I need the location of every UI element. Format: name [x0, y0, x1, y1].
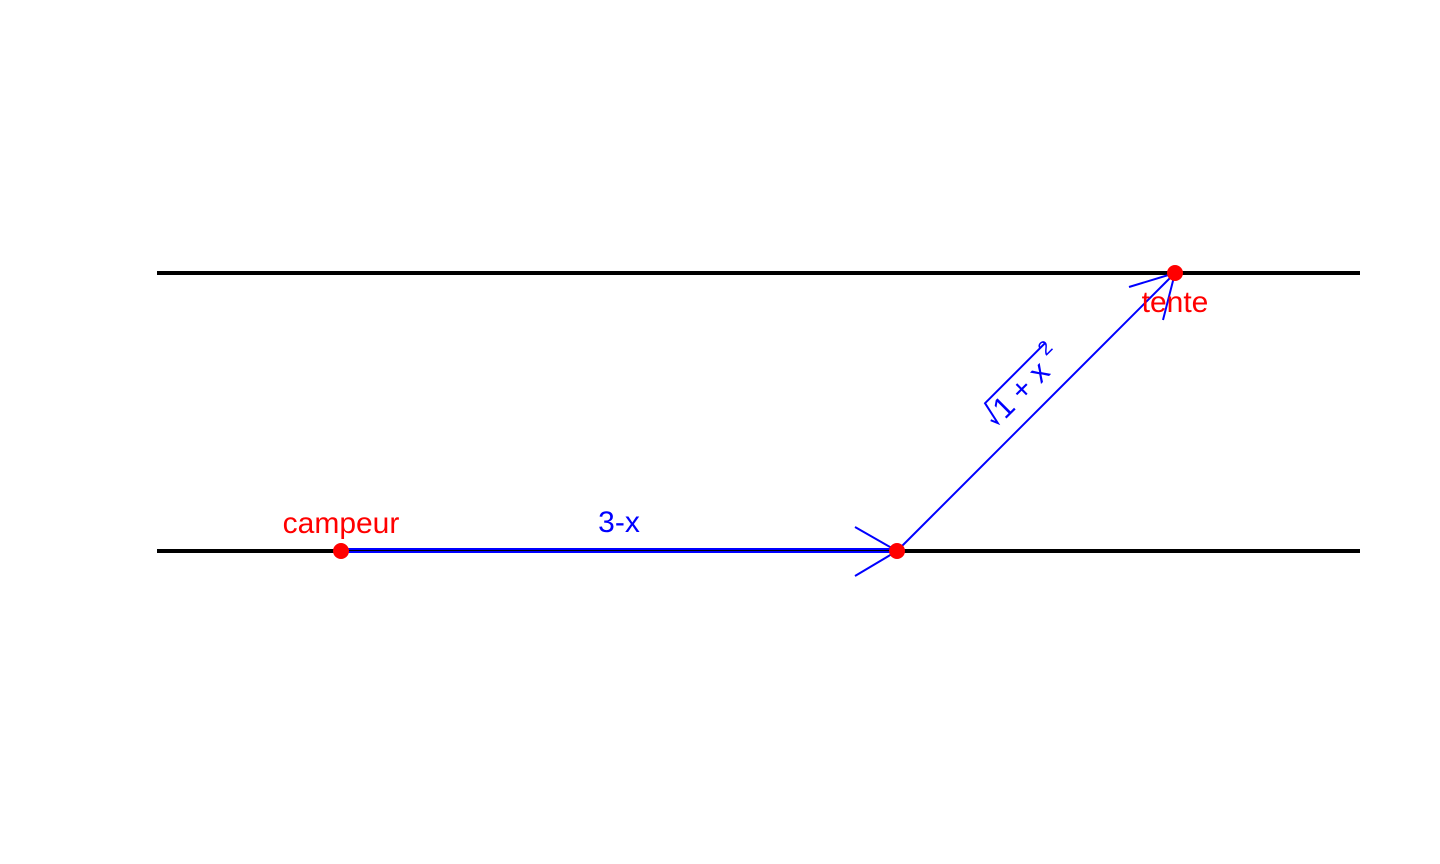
- shore-segment-label: 3-x: [598, 506, 640, 539]
- turning-point: [889, 543, 905, 559]
- tente-label: tente: [1142, 286, 1209, 319]
- crossing-path-line: [896, 272, 1176, 552]
- crossing-segment-label: 1 + x 2: [983, 337, 1057, 426]
- tente-point: [1167, 265, 1183, 281]
- campeur-point: [333, 543, 349, 559]
- radicand-text: 1 + x: [986, 355, 1056, 425]
- campeur-label: campeur: [283, 507, 400, 540]
- square-root-sign: [983, 342, 1046, 426]
- exponent-text: 2: [1034, 337, 1057, 360]
